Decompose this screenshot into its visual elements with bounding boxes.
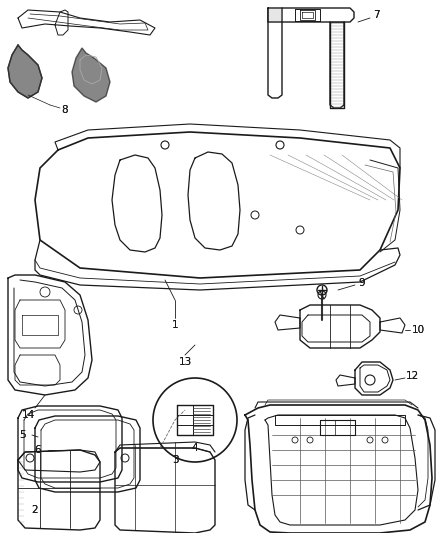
Text: 6: 6 [35, 445, 41, 455]
Text: 14: 14 [21, 410, 35, 420]
Text: 13: 13 [178, 357, 192, 367]
Text: 3: 3 [172, 455, 178, 465]
Text: 4: 4 [192, 443, 198, 453]
Text: 5: 5 [19, 430, 25, 440]
Text: 12: 12 [406, 371, 419, 381]
Text: 4: 4 [192, 443, 198, 453]
Text: 3: 3 [172, 455, 178, 465]
Polygon shape [8, 45, 42, 98]
Text: 12: 12 [406, 371, 419, 381]
Text: 7: 7 [373, 10, 379, 20]
Text: 2: 2 [32, 505, 38, 515]
Text: 1: 1 [172, 320, 178, 330]
Text: 10: 10 [411, 325, 424, 335]
Text: 7: 7 [373, 10, 379, 20]
Text: 9: 9 [359, 278, 365, 288]
Text: 5: 5 [19, 430, 25, 440]
Text: 2: 2 [32, 505, 38, 515]
Text: 8: 8 [62, 105, 68, 115]
Polygon shape [72, 48, 110, 102]
Text: 10: 10 [411, 325, 424, 335]
Text: 9: 9 [359, 278, 365, 288]
Text: 8: 8 [62, 105, 68, 115]
Text: 14: 14 [21, 410, 35, 420]
Text: 1: 1 [172, 320, 178, 330]
Text: 6: 6 [35, 445, 41, 455]
Text: 13: 13 [178, 357, 192, 367]
